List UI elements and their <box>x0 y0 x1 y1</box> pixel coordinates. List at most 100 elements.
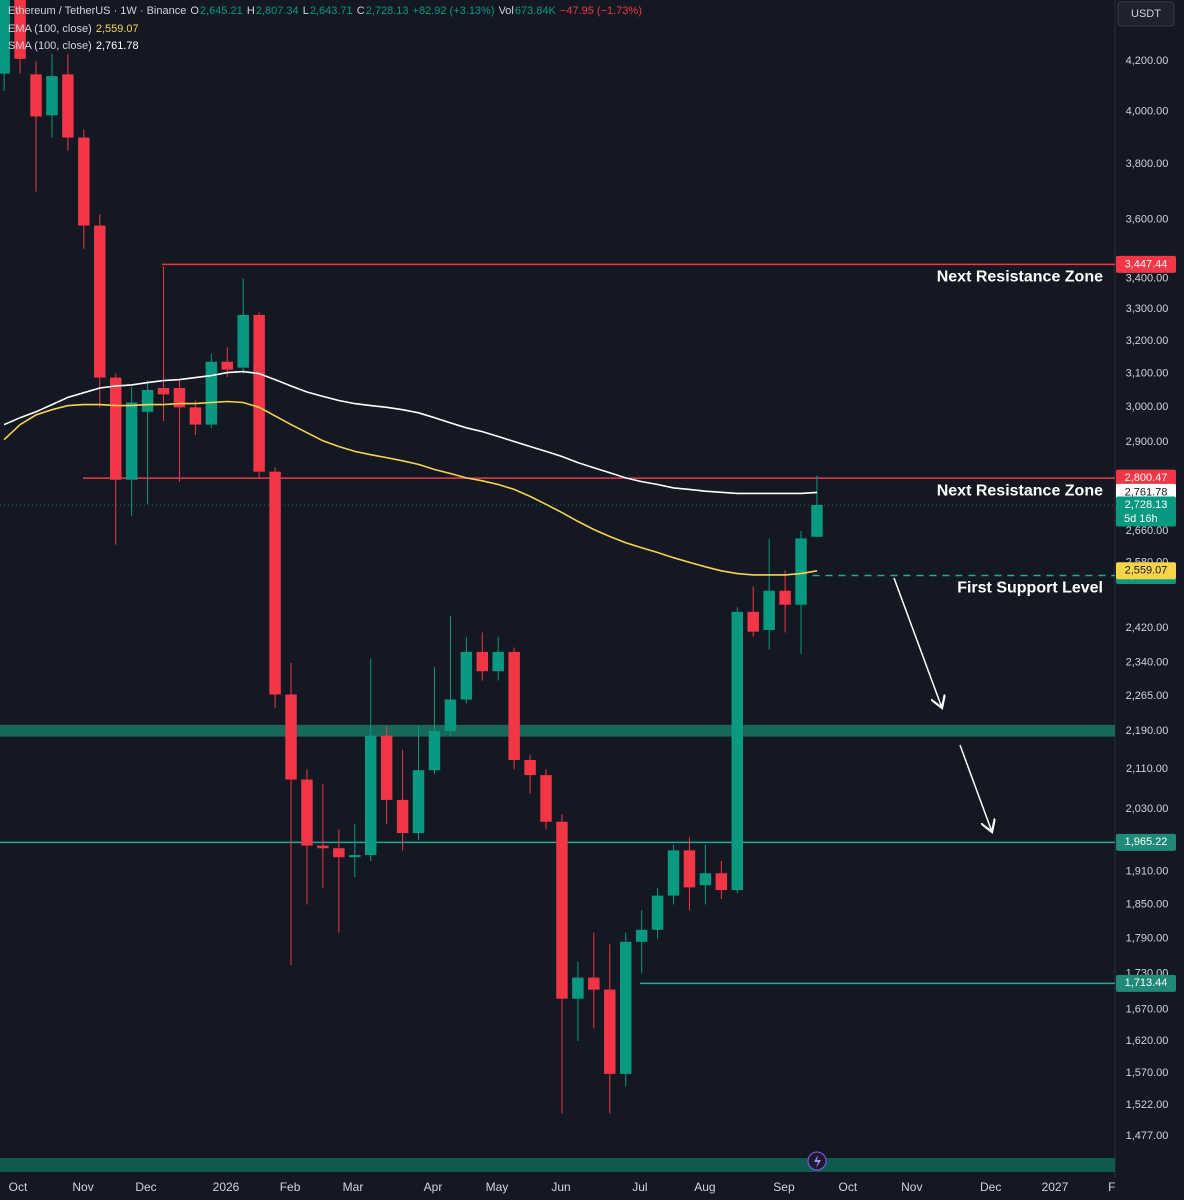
x-tick-label: Sep <box>773 1180 795 1194</box>
price-label: 2,728.13 <box>1125 499 1168 511</box>
indicator-name: EMA (100, close) <box>8 23 92 35</box>
x-tick-label: Apr <box>424 1180 443 1194</box>
price-label: 1,965.22 <box>1125 836 1168 848</box>
candle-body <box>731 611 744 891</box>
level-annotation: Next Resistance Zone <box>937 482 1103 499</box>
x-tick-label: Oct <box>9 1180 28 1194</box>
x-tick-label: 2027 <box>1042 1180 1069 1194</box>
y-tick-label: 3,800.00 <box>1126 158 1169 170</box>
price-label-box <box>1116 833 1176 851</box>
countdown: 5d 16h <box>1124 513 1158 525</box>
y-tick-label: 1,850.00 <box>1126 898 1169 910</box>
scrollbar[interactable] <box>0 1158 1115 1172</box>
y-tick-label: 3,400.00 <box>1126 273 1169 285</box>
x-tick-label: 2026 <box>213 1180 240 1194</box>
x-tick-label: Aug <box>694 1180 715 1194</box>
price-label-box <box>1116 255 1176 273</box>
candle-body <box>635 929 648 942</box>
candle-body <box>444 699 457 731</box>
y-tick-label: 2,900.00 <box>1126 436 1169 448</box>
candle-body <box>492 651 504 672</box>
candle-body <box>125 402 138 480</box>
candle-body <box>508 651 520 761</box>
x-tick-label: F <box>1108 1180 1115 1194</box>
x-tick-label: Oct <box>839 1180 858 1194</box>
y-tick-label: 4,000.00 <box>1126 105 1169 117</box>
candle-body <box>78 137 90 226</box>
indicator-value: 2,559.07 <box>95 23 139 35</box>
candle-body <box>157 387 170 395</box>
y-tick-label: 1,570.00 <box>1126 1067 1169 1079</box>
candle-body <box>301 779 313 846</box>
candle-body <box>237 314 249 368</box>
candle-body <box>317 845 329 849</box>
y-tick-label: 2,030.00 <box>1126 803 1169 815</box>
candle-body <box>651 895 664 930</box>
candle-body <box>619 941 632 1074</box>
candle-body <box>173 387 186 408</box>
ohlc-key: H <box>246 5 255 17</box>
y-tick-label: 1,620.00 <box>1126 1035 1169 1047</box>
y-tick-label: 3,000.00 <box>1126 401 1169 413</box>
y-tick-label: 1,670.00 <box>1126 1004 1169 1016</box>
ohlc-value: 2,645.21 <box>199 5 243 17</box>
x-tick-label: Mar <box>343 1180 364 1194</box>
candle-body <box>412 770 425 834</box>
vol-key: Vol <box>498 5 514 17</box>
candle-body <box>62 74 74 138</box>
vol-change: −47.95 (−1.73%) <box>559 5 642 17</box>
symbol-row: Ethereum / TetherUS · 1W · Binance O2,64… <box>8 5 643 17</box>
y-tick-label: 1,477.00 <box>1126 1130 1169 1142</box>
ohlc-value: 2,807.34 <box>255 5 299 17</box>
y-tick-label: 2,110.00 <box>1126 763 1168 775</box>
candle-body <box>667 850 680 896</box>
candle-body <box>460 651 473 700</box>
ohlc-key: L <box>302 5 309 17</box>
candle-body <box>94 225 106 378</box>
candle-body <box>30 74 42 117</box>
x-tick-label: May <box>486 1180 509 1194</box>
indicator-line <box>3 400 818 576</box>
candle-body <box>540 775 552 822</box>
candle-body <box>683 850 696 888</box>
candle-body <box>428 730 441 771</box>
ohlc-key: C <box>356 5 365 17</box>
zone <box>0 724 1115 737</box>
arrow <box>893 577 942 708</box>
change: +82.92 (+3.13%) <box>412 5 495 17</box>
y-tick-label: 1,790.00 <box>1126 932 1169 944</box>
indicator-name: SMA (100, close) <box>8 40 92 52</box>
event-icon-bolt <box>814 1155 821 1168</box>
candle-body <box>333 848 345 858</box>
candle-body <box>189 407 202 425</box>
y-tick-label: 2,340.00 <box>1126 657 1169 669</box>
indicator-value: 2,761.78 <box>95 40 139 52</box>
candle-body <box>396 799 409 834</box>
candle-body <box>556 821 568 999</box>
price-label: 2,800.47 <box>1125 472 1168 484</box>
y-tick-label: 1,522.00 <box>1126 1099 1169 1111</box>
candle-body <box>811 505 823 537</box>
candle-body <box>779 590 791 605</box>
currency-button[interactable] <box>1117 1 1175 27</box>
x-tick-label: Jun <box>551 1180 570 1194</box>
y-tick-label: 3,100.00 <box>1126 368 1169 380</box>
price-label: 1,713.44 <box>1125 977 1168 989</box>
candle-body <box>14 0 26 59</box>
x-tick-label: Feb <box>280 1180 301 1194</box>
level-annotation: First Support Level <box>957 580 1103 597</box>
x-tick-label: Dec <box>980 1180 1001 1194</box>
ohlc-value: 2,643.71 <box>309 5 353 17</box>
candle-body <box>747 611 759 632</box>
indicator-row: SMA (100, close) 2,761.78 <box>8 40 140 52</box>
y-tick-label: 3,200.00 <box>1126 335 1169 347</box>
candle-body <box>46 76 58 116</box>
candle-body <box>380 735 393 800</box>
candle-body <box>269 471 281 695</box>
candle-body <box>109 377 122 480</box>
symbol: Ethereum / TetherUS · 1W · Binance <box>8 5 187 17</box>
candle-body <box>253 314 265 472</box>
arrow <box>959 744 992 832</box>
